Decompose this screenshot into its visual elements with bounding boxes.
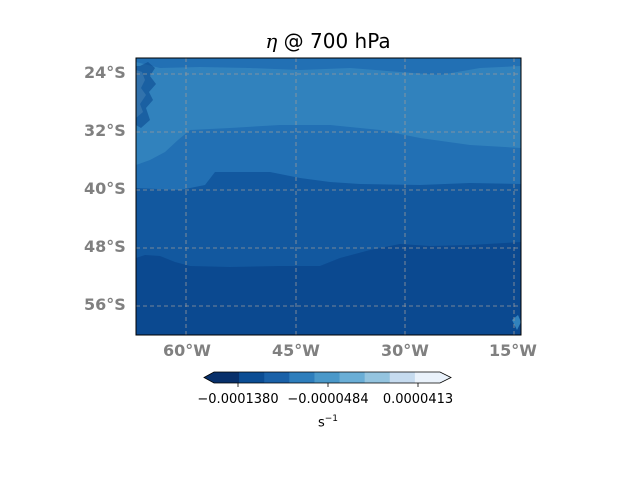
band-darkest bbox=[136, 242, 521, 335]
colorbar-extend-max bbox=[440, 372, 451, 383]
map-title: η @ 700 hPa bbox=[0, 29, 640, 53]
colorbar-unit-base: s bbox=[317, 415, 325, 431]
colorbar-unit: s−1 bbox=[318, 414, 338, 430]
title-symbol: η bbox=[265, 29, 278, 53]
colorbar-segment bbox=[364, 372, 391, 383]
colorbar-segment bbox=[264, 372, 290, 383]
lat-label-32s: 32°S bbox=[84, 121, 126, 140]
colorbar-segment bbox=[214, 372, 240, 383]
lat-label-48s: 48°S bbox=[84, 237, 126, 256]
colorbar-segment bbox=[239, 372, 265, 383]
colorbar-segment bbox=[289, 372, 315, 383]
lon-label-60w: 60°W bbox=[163, 341, 211, 360]
band-top-mid bbox=[136, 58, 521, 75]
colorbar-unit-exp: −1 bbox=[324, 414, 339, 424]
map-frame bbox=[135, 57, 522, 336]
colorbar-tick-2: −0.0000484 bbox=[287, 392, 369, 407]
title-text: @ 700 hPa bbox=[277, 29, 391, 53]
colorbar-outline bbox=[203, 371, 452, 384]
map-plot-area bbox=[136, 58, 521, 335]
colorbar-segment bbox=[314, 372, 341, 383]
colorbar-tick-1: −0.0001380 bbox=[197, 392, 279, 407]
lat-label-40s: 40°S bbox=[84, 179, 126, 198]
lat-label-24s: 24°S bbox=[84, 63, 126, 82]
lon-label-30w: 30°W bbox=[381, 341, 429, 360]
colorbar-segment bbox=[414, 372, 441, 383]
colorbar-tick-3: 0.0000413 bbox=[382, 392, 454, 407]
lat-label-56s: 56°S bbox=[84, 295, 126, 314]
colorbar bbox=[203, 371, 452, 387]
colorbar-segment bbox=[389, 372, 416, 383]
lon-label-15w: 15°W bbox=[489, 341, 537, 360]
lon-label-45w: 45°W bbox=[272, 341, 320, 360]
colorbar-extend-min bbox=[204, 372, 214, 383]
colorbar-segment bbox=[339, 372, 366, 383]
gridlines bbox=[136, 58, 521, 335]
coastal-speckle-dark bbox=[136, 62, 156, 128]
